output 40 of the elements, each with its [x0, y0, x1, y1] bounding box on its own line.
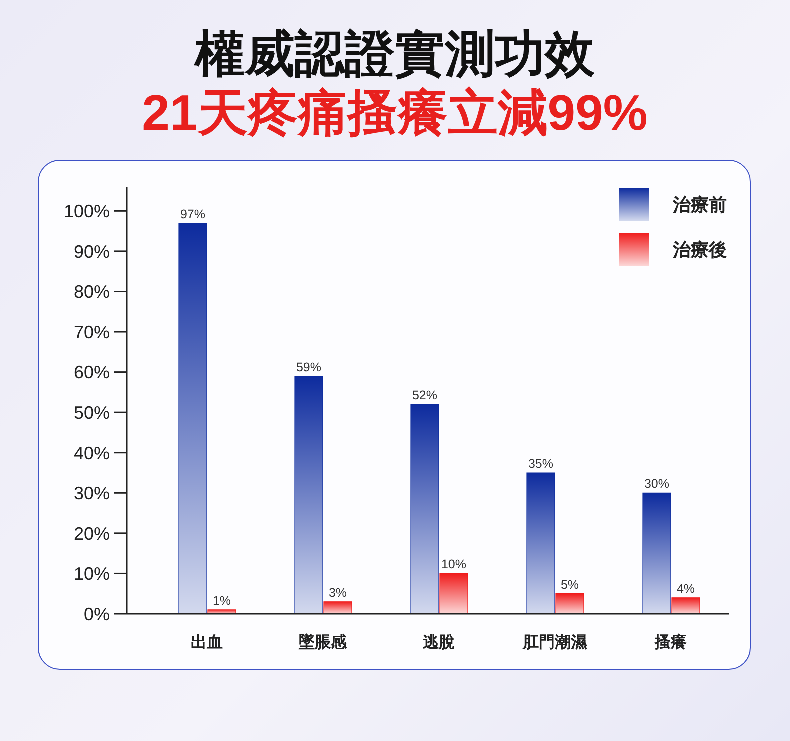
- data-label: 59%: [296, 360, 322, 374]
- data-label: 3%: [328, 586, 348, 600]
- data-label: 52%: [412, 388, 438, 403]
- bar: [178, 222, 208, 614]
- y-tick-label: 60%: [74, 362, 110, 383]
- x-tick-label: 墜脹感: [298, 633, 348, 652]
- bar: [440, 573, 468, 614]
- chart-title: 權威認證實測功效: [193, 25, 596, 84]
- bar: [672, 598, 700, 614]
- data-label: 97%: [180, 207, 206, 222]
- bar: [526, 472, 556, 614]
- chart-subtitle: 21天疼痛搔癢立減99%: [141, 84, 649, 143]
- y-tick-label: 80%: [74, 282, 110, 302]
- legend-label: 治療前: [673, 194, 727, 216]
- data-label: 35%: [528, 457, 554, 472]
- data-label: 10%: [441, 558, 467, 572]
- data-label: 4%: [676, 582, 696, 596]
- x-tick-label: 逃脫: [422, 633, 455, 652]
- y-tick-label: 90%: [74, 242, 110, 262]
- y-tick-label: 70%: [74, 322, 110, 342]
- bar: [324, 602, 352, 614]
- bar: [642, 492, 672, 614]
- y-tick-label: 0%: [84, 604, 110, 624]
- bar: [208, 610, 236, 614]
- legend-label: 治療後: [673, 238, 727, 262]
- x-tick-label: 肛門潮濕: [522, 633, 588, 652]
- y-tick-label: 30%: [74, 484, 110, 504]
- data-label: 30%: [644, 477, 670, 492]
- data-label: 1%: [212, 594, 232, 608]
- bar: [556, 594, 584, 614]
- y-tick-label: 40%: [74, 443, 110, 464]
- x-tick-label: 搔癢: [654, 633, 687, 652]
- bar: [410, 404, 440, 614]
- x-tick-label: 出血: [191, 633, 223, 652]
- data-label: 5%: [560, 578, 580, 592]
- y-tick-label: 100%: [64, 202, 110, 222]
- y-tick-label: 10%: [74, 564, 110, 584]
- y-tick-label: 20%: [74, 524, 110, 544]
- bar: [294, 376, 324, 614]
- y-tick-label: 50%: [74, 402, 110, 423]
